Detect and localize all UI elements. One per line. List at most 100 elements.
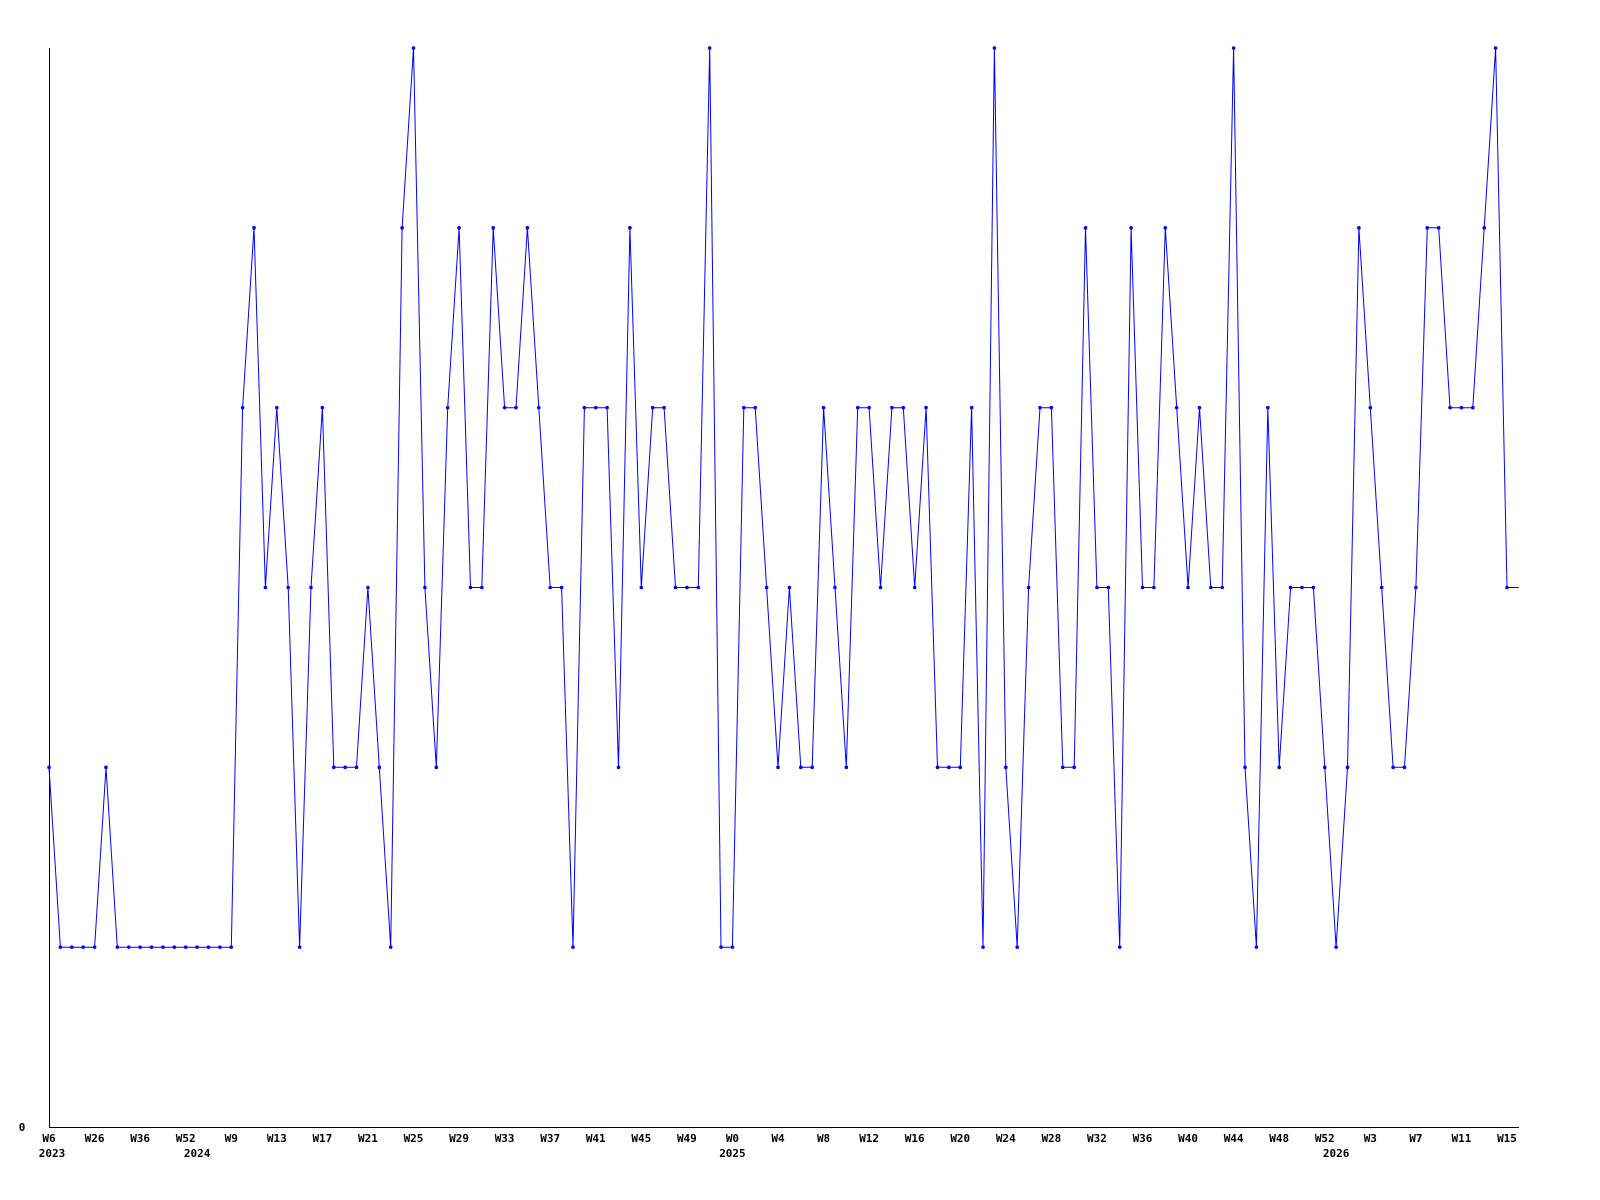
data-point <box>1220 585 1225 590</box>
data-point <box>161 945 165 949</box>
x-tick-label: W12 <box>859 1132 879 1145</box>
data-point <box>912 585 917 590</box>
data-point <box>502 405 507 410</box>
data-point <box>1368 405 1373 410</box>
data-point <box>1106 585 1111 590</box>
data-point <box>195 945 199 949</box>
data-point <box>1004 765 1008 770</box>
x-tick-label: W29 <box>449 1132 469 1145</box>
data-point <box>434 765 439 770</box>
data-point <box>685 585 689 590</box>
x-tick-label: W33 <box>495 1132 515 1145</box>
data-point <box>58 945 63 949</box>
data-point <box>924 405 928 410</box>
data-point <box>605 405 609 410</box>
data-point <box>1448 405 1452 410</box>
data-point <box>1425 226 1430 230</box>
data-point <box>252 226 256 230</box>
data-point <box>388 945 393 949</box>
data-point <box>1083 226 1088 230</box>
data-point <box>821 405 826 410</box>
data-point <box>559 585 564 590</box>
data-point <box>798 765 803 770</box>
data-point <box>1357 226 1361 230</box>
year-label: 2026 <box>1323 1147 1350 1160</box>
data-point <box>878 585 883 590</box>
data-point <box>1060 765 1065 770</box>
data-point <box>1129 226 1133 230</box>
data-point <box>423 585 427 590</box>
data-point <box>149 945 154 949</box>
data-point <box>958 765 963 770</box>
year-label: 2024 <box>184 1147 211 1160</box>
data-point <box>172 945 177 949</box>
data-point <box>1072 765 1076 770</box>
data-point <box>764 585 769 590</box>
data-point <box>1152 585 1156 590</box>
data-point <box>571 945 575 949</box>
series-line <box>48 47 1519 948</box>
data-point <box>138 945 142 949</box>
x-tick-label: W36 <box>1133 1132 1153 1145</box>
data-point <box>1117 945 1122 949</box>
data-point <box>47 765 51 770</box>
data-point <box>650 405 655 410</box>
data-point <box>742 405 746 410</box>
data-point <box>331 765 336 770</box>
x-tick-label: W6 <box>42 1132 56 1145</box>
x-tick-label: W49 <box>677 1132 697 1145</box>
data-point <box>1038 405 1042 410</box>
x-tick-label: W45 <box>631 1132 651 1145</box>
data-point <box>1095 585 1099 590</box>
data-point <box>1414 585 1418 590</box>
data-point <box>1311 585 1316 590</box>
data-point <box>1300 585 1304 590</box>
data-point <box>787 585 792 590</box>
data-point <box>320 405 325 410</box>
x-tick-label: W15 <box>1497 1132 1517 1145</box>
data-point <box>514 405 518 410</box>
x-tick-label: W21 <box>358 1132 378 1145</box>
data-point <box>1231 46 1236 50</box>
data-point <box>628 226 632 230</box>
data-point <box>491 226 496 230</box>
data-point <box>582 405 587 410</box>
x-tick-label: W13 <box>267 1132 287 1145</box>
x-tick-label: W3 <box>1364 1132 1377 1145</box>
data-point <box>411 46 416 50</box>
x-tick-label: W52 <box>1315 1132 1335 1145</box>
data-point <box>696 585 701 590</box>
data-point <box>1436 226 1441 230</box>
data-point <box>844 765 849 770</box>
data-point <box>1265 405 1270 410</box>
data-point <box>616 765 621 770</box>
data-point <box>810 765 814 770</box>
data-point <box>1322 765 1327 770</box>
data-point <box>206 945 211 949</box>
x-tick-label: W40 <box>1178 1132 1198 1145</box>
x-tick-label: W8 <box>817 1132 830 1145</box>
x-tick-label: W16 <box>905 1132 925 1145</box>
year-label: 2023 <box>39 1147 66 1160</box>
data-point <box>947 765 951 770</box>
data-point <box>969 405 974 410</box>
data-point <box>1493 46 1498 50</box>
x-tick-label: W24 <box>996 1132 1016 1145</box>
data-point <box>890 405 894 410</box>
x-tick-label: W7 <box>1409 1132 1422 1145</box>
x-tick-label: W52 <box>176 1132 196 1145</box>
data-point <box>1186 585 1190 590</box>
data-point <box>115 945 120 949</box>
data-point <box>935 765 940 770</box>
data-point <box>480 585 484 590</box>
data-point <box>1140 585 1145 590</box>
year-label: 2025 <box>719 1147 746 1160</box>
data-point <box>1197 405 1202 410</box>
data-point <box>240 405 245 410</box>
x-tick-label: W32 <box>1087 1132 1107 1145</box>
data-point <box>639 585 644 590</box>
data-point <box>1402 765 1407 770</box>
data-point <box>992 46 997 50</box>
data-point <box>297 945 302 949</box>
